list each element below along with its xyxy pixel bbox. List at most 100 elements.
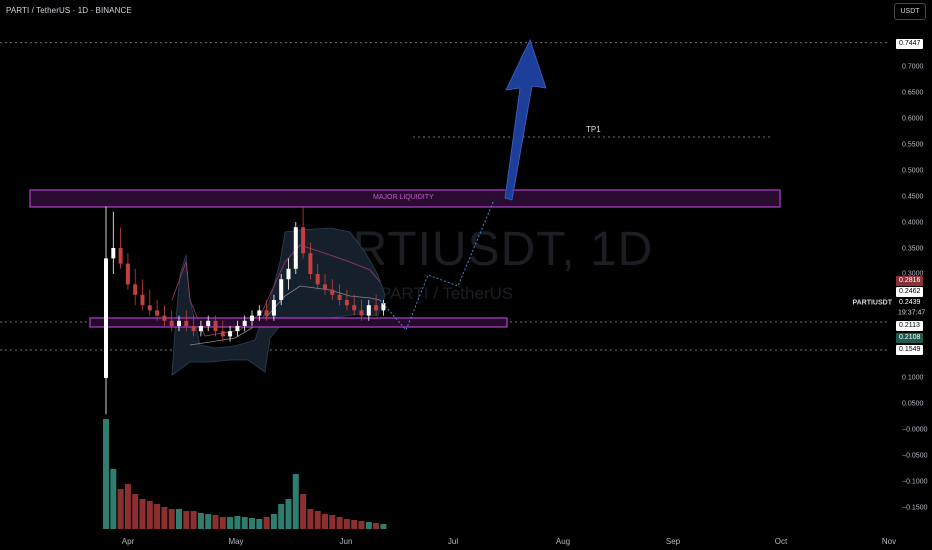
volume-bar bbox=[314, 511, 321, 529]
support-zone bbox=[89, 317, 508, 328]
candle-body bbox=[381, 303, 386, 311]
volume-bar bbox=[300, 494, 307, 529]
volume-bar bbox=[176, 509, 182, 529]
volume-bar bbox=[336, 517, 343, 529]
volume-bar bbox=[307, 509, 314, 529]
candle-body bbox=[147, 305, 152, 311]
candle-body bbox=[257, 310, 262, 316]
volume-bar bbox=[322, 514, 328, 529]
price-tick-label: 0.5500 bbox=[902, 141, 924, 149]
volume-bar bbox=[329, 515, 336, 529]
candle-body bbox=[104, 258, 108, 378]
volume-bar bbox=[161, 507, 168, 529]
price-tick-label: 0.4500 bbox=[902, 193, 924, 201]
volume-bar bbox=[205, 514, 212, 529]
candle-body bbox=[242, 320, 247, 326]
name-watermark: PARTI / TetherUS bbox=[380, 284, 514, 303]
time-tick-label: Apr bbox=[121, 537, 135, 546]
volume-bar bbox=[343, 519, 350, 529]
bar-countdown: 19:37:47 bbox=[898, 309, 926, 317]
volume-bar bbox=[139, 499, 146, 529]
symbol-price-tag: PARTIUSDT bbox=[852, 299, 892, 307]
candle-body bbox=[213, 320, 218, 332]
candle-body bbox=[191, 326, 196, 332]
volume-bar bbox=[110, 469, 117, 529]
liquidity-label: MAJOR LIQUIDITY bbox=[373, 194, 434, 201]
volatility-band bbox=[171, 227, 386, 376]
candle-body bbox=[286, 268, 291, 280]
upper-band-price-label: 0.2816 bbox=[896, 276, 924, 286]
price-tick-label: 0.6000 bbox=[902, 115, 924, 123]
candle-body bbox=[125, 263, 130, 285]
volume-bar bbox=[117, 489, 124, 529]
volume-bar bbox=[241, 517, 248, 529]
candle-body bbox=[301, 227, 306, 254]
major-liquidity-zone bbox=[29, 189, 781, 208]
price-tick-label: 0.0500 bbox=[902, 400, 924, 408]
target-arrow bbox=[504, 38, 547, 201]
candle-body bbox=[308, 253, 313, 274]
candle-body bbox=[140, 294, 145, 306]
candle-body bbox=[206, 320, 211, 326]
candle-body bbox=[228, 331, 233, 337]
candle-body bbox=[323, 284, 327, 290]
volume-bar bbox=[190, 511, 197, 529]
volume-bar bbox=[358, 521, 365, 529]
time-tick-label: Nov bbox=[881, 537, 897, 546]
price-tick-label: 0.5000 bbox=[902, 167, 924, 175]
price-tick-label: −0.0500 bbox=[902, 452, 928, 460]
volume-bar bbox=[351, 520, 358, 529]
time-tick-label: Jul bbox=[447, 537, 459, 546]
candle-body bbox=[374, 305, 379, 311]
price-tick-label: −0.1500 bbox=[902, 504, 928, 512]
upper-band-line bbox=[171, 244, 381, 337]
top-line-price-label: 0.7447 bbox=[896, 39, 924, 49]
volume-bar bbox=[154, 504, 161, 529]
candle-body bbox=[133, 284, 138, 295]
time-tick-label: Oct bbox=[774, 537, 788, 546]
candle-body bbox=[330, 289, 335, 295]
candle-body bbox=[271, 300, 276, 316]
price-tick-label: 0.1000 bbox=[902, 374, 924, 382]
candle-body bbox=[279, 279, 284, 300]
time-tick-label: Jun bbox=[339, 537, 353, 546]
price-tick-label: −0.0000 bbox=[902, 426, 928, 434]
price-tick-label: −0.1000 bbox=[902, 478, 928, 486]
volume-bar bbox=[219, 517, 226, 529]
currency-button[interactable]: USDT bbox=[894, 3, 926, 20]
candle-body bbox=[366, 305, 371, 316]
candle-body bbox=[111, 248, 116, 259]
volume-bar bbox=[292, 474, 299, 529]
candle-body bbox=[337, 294, 342, 300]
volume-bar bbox=[168, 509, 175, 529]
candle-body bbox=[155, 310, 160, 316]
price-tick-label: 0.6500 bbox=[902, 89, 924, 97]
volume-bar bbox=[380, 524, 387, 529]
mid-band-price-label: 0.2462 bbox=[896, 287, 924, 297]
candle-body bbox=[359, 310, 364, 316]
volume-bar bbox=[124, 484, 131, 529]
volume-bar bbox=[278, 504, 285, 529]
tp1-label: TP1 bbox=[586, 125, 601, 134]
volume-bar bbox=[249, 518, 255, 529]
price-tick-label: 0.3500 bbox=[902, 245, 924, 253]
candle-body bbox=[315, 274, 320, 285]
candle-body bbox=[250, 315, 254, 321]
candle-body bbox=[169, 320, 174, 326]
candle-body bbox=[184, 320, 189, 326]
volume-bar bbox=[263, 517, 270, 529]
price-tick-label: 0.7000 bbox=[902, 63, 924, 71]
candle-body bbox=[162, 315, 167, 321]
candle-body bbox=[118, 248, 123, 264]
volume-bar bbox=[285, 499, 292, 529]
volume-bar bbox=[132, 494, 139, 529]
volume-bar bbox=[146, 501, 153, 529]
volume-bar bbox=[373, 523, 380, 529]
volume-bar bbox=[212, 515, 219, 529]
low-line-price-label: 0.1549 bbox=[896, 345, 924, 355]
volume-bar bbox=[234, 516, 241, 529]
zone-price-label: 0.2113 bbox=[896, 321, 923, 331]
volume-bar bbox=[183, 511, 190, 529]
